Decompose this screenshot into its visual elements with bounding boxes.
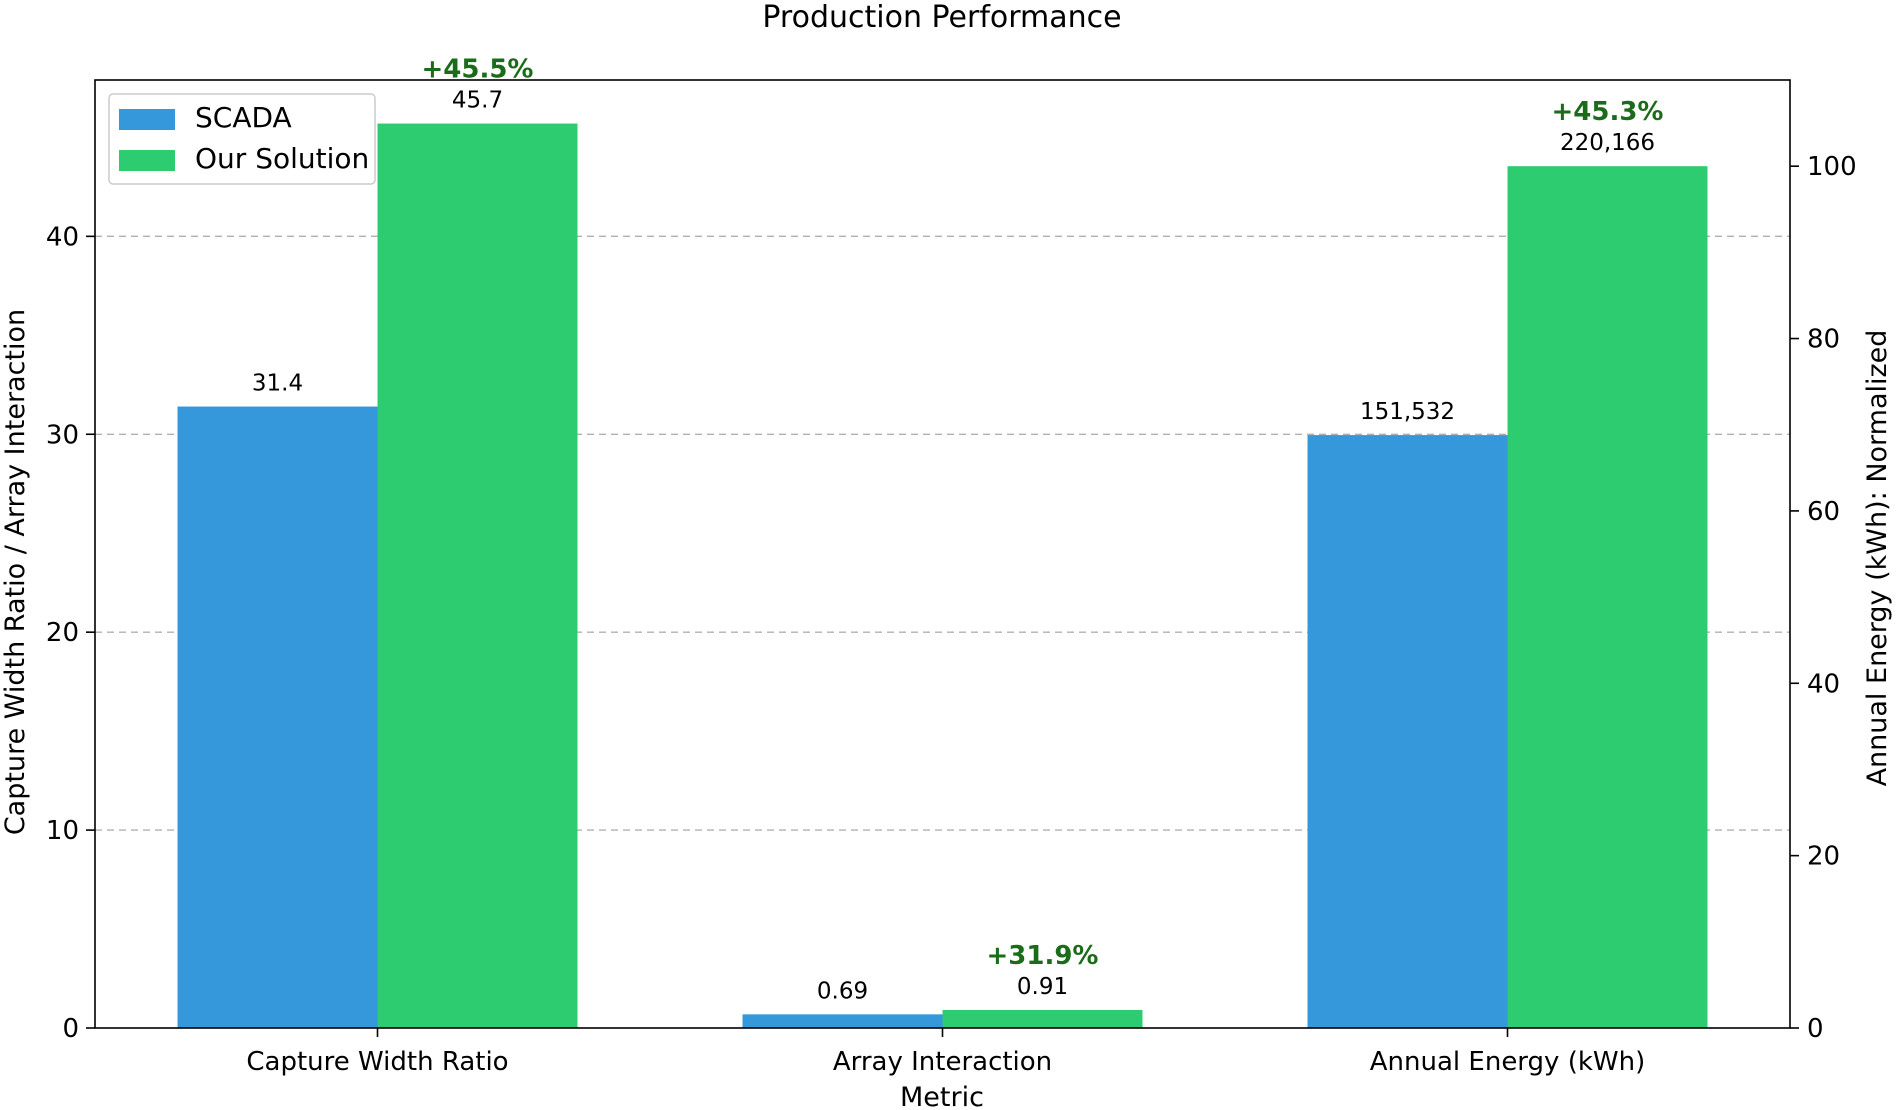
improvement-label: +31.9% <box>987 941 1099 971</box>
bar-our-solution <box>1507 166 1708 1028</box>
bars <box>177 123 1708 1029</box>
x-tick-label: Annual Energy (kWh) <box>1370 1047 1645 1077</box>
legend-label-our-solution: Our Solution <box>195 142 369 175</box>
bar-scada <box>1307 435 1508 1028</box>
right-y-axis-ticks: 0 20 40 60 80 100 <box>1790 152 1857 1044</box>
bar-value-label: 220,166 <box>1560 130 1655 156</box>
left-y-axis-ticks: 0 10 20 30 40 <box>46 222 95 1044</box>
chart-title: Production Performance <box>762 0 1121 35</box>
left-tick-label: 40 <box>46 222 79 252</box>
x-tick-label: Array Interaction <box>833 1047 1052 1077</box>
bar-value-label: 0.91 <box>1017 974 1068 1000</box>
bar-value-label: 45.7 <box>452 88 503 114</box>
x-axis-ticks: Capture Width Ratio Array Interaction Annu… <box>246 1028 1645 1077</box>
left-tick-label: 20 <box>46 618 79 648</box>
bar-value-label: 0.69 <box>817 978 868 1004</box>
left-y-axis-title: Capture Width Ratio / Array Interaction <box>0 309 31 835</box>
right-tick-label: 60 <box>1807 497 1840 527</box>
right-tick-label: 20 <box>1807 842 1840 872</box>
right-tick-label: 80 <box>1807 325 1840 355</box>
improvement-label: +45.3% <box>1552 97 1664 127</box>
bar-scada <box>177 406 378 1029</box>
right-tick-label: 0 <box>1807 1014 1824 1044</box>
legend-label-scada: SCADA <box>195 101 292 134</box>
legend-swatch-scada <box>119 109 175 130</box>
left-tick-label: 10 <box>46 816 79 846</box>
x-axis-title: Metric <box>900 1082 984 1110</box>
bar-value-label: 31.4 <box>252 371 303 397</box>
legend: SCADA Our Solution <box>108 93 376 185</box>
bar-our-solution <box>377 123 578 1028</box>
bar-our-solution <box>942 1009 1143 1028</box>
right-tick-label: 100 <box>1807 152 1857 182</box>
bar-scada <box>742 1014 943 1028</box>
right-tick-label: 40 <box>1807 669 1840 699</box>
value-labels: 31.4 45.7 0.69 0.91 151,532 220,166 <box>252 88 1655 1005</box>
right-y-axis-title: Annual Energy (kWh): Normalized <box>1862 330 1893 787</box>
legend-swatch-our-solution <box>119 150 175 171</box>
bar-value-label: 151,532 <box>1360 399 1455 425</box>
x-tick-label: Capture Width Ratio <box>246 1047 508 1077</box>
left-tick-label: 0 <box>62 1014 79 1044</box>
left-tick-label: 30 <box>46 420 79 450</box>
legend-box <box>108 93 376 185</box>
